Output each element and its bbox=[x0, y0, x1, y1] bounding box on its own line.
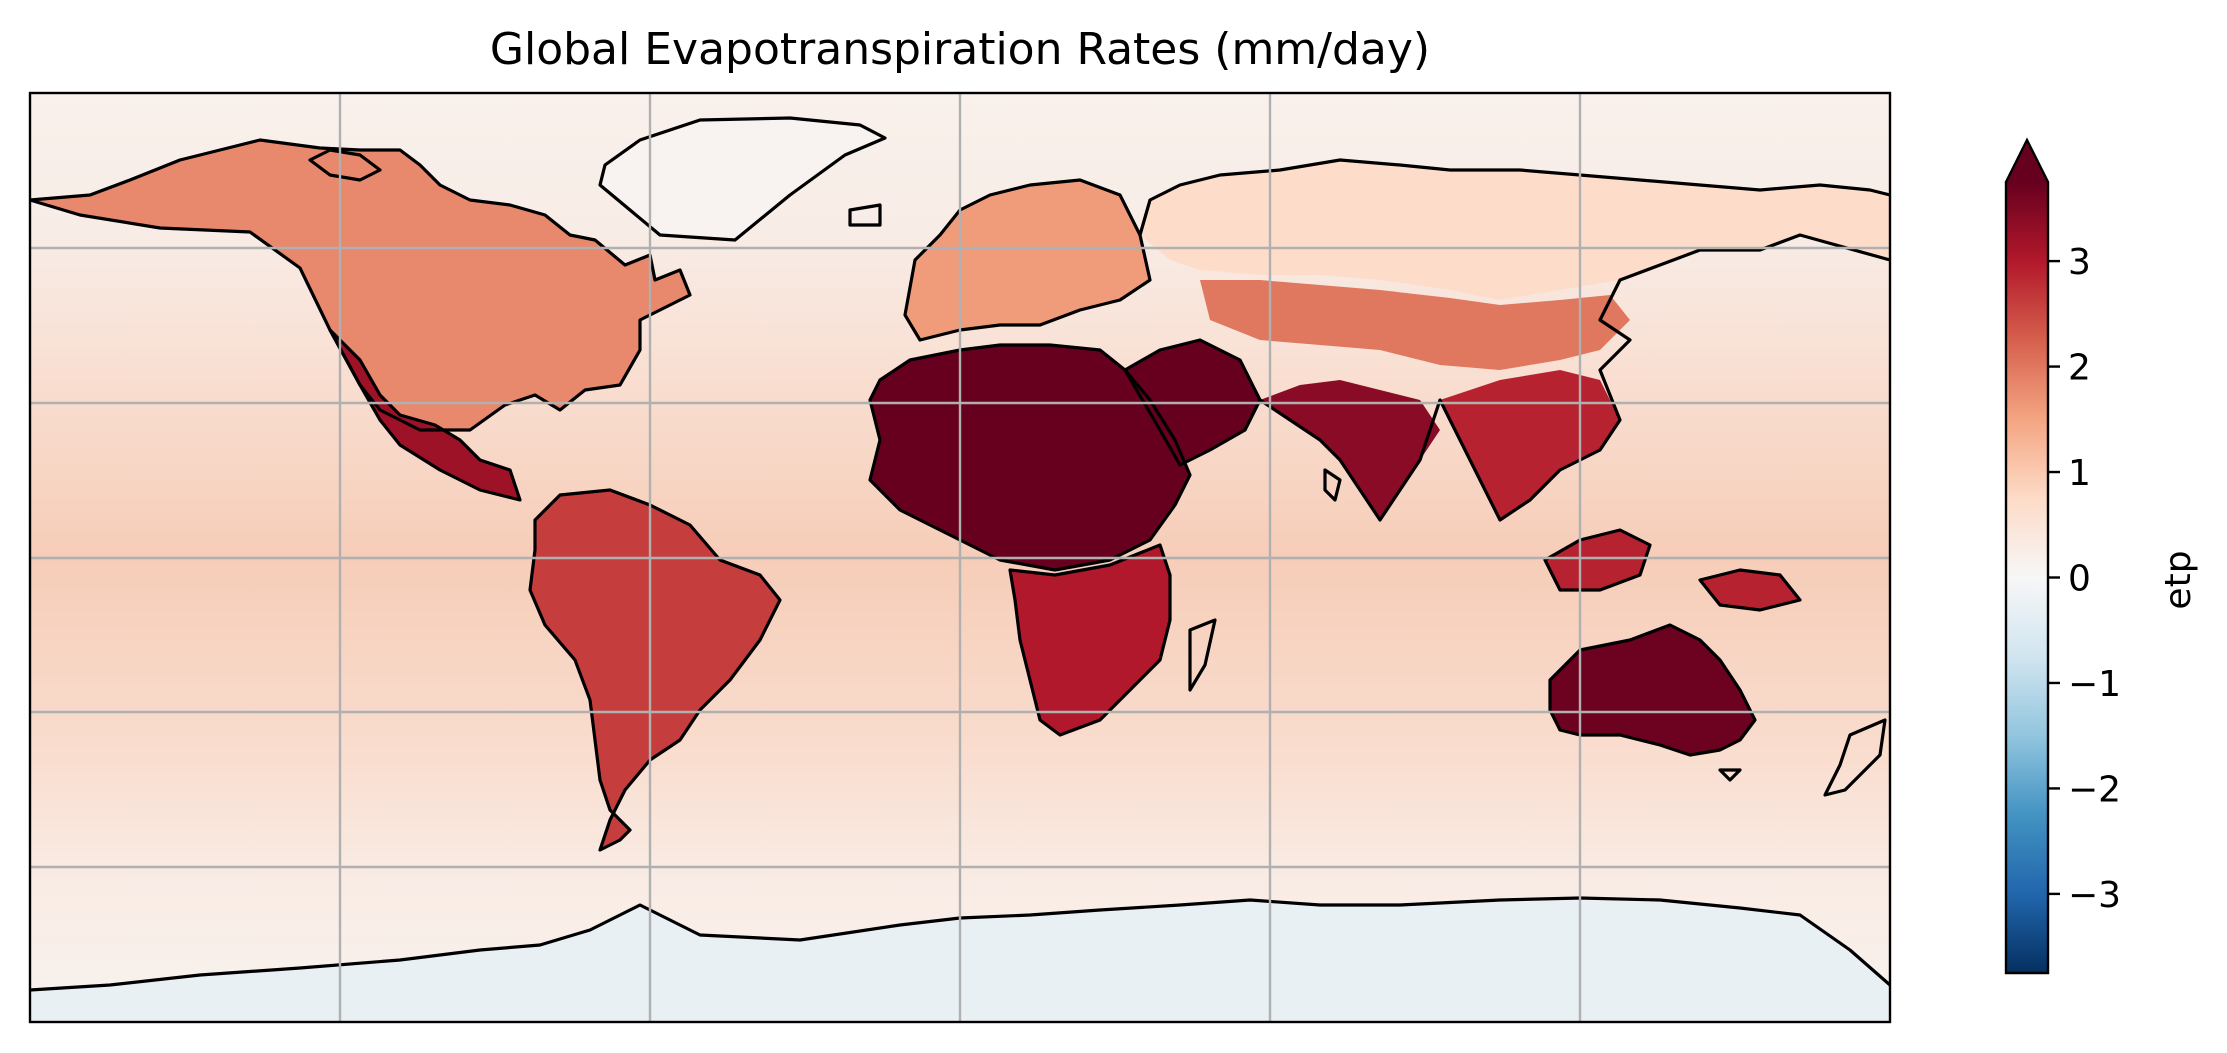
coastline bbox=[1188, 618, 1217, 692]
region-fill bbox=[1140, 160, 1890, 300]
coastline bbox=[1138, 158, 1890, 237]
map-frame bbox=[28, 91, 1892, 1024]
colorbar-extend-arrow bbox=[2006, 140, 2048, 182]
coastline bbox=[848, 203, 882, 227]
colorbar-tick-label: −2 bbox=[2068, 769, 2121, 810]
map-area bbox=[30, 93, 1890, 1022]
colorbar-tick-label: 0 bbox=[2068, 559, 2091, 600]
colorbar-tick-label: −1 bbox=[2068, 664, 2121, 705]
region-fill bbox=[1440, 370, 1620, 520]
region-fill bbox=[905, 180, 1150, 340]
region-fill bbox=[330, 330, 520, 500]
region-fill bbox=[1550, 625, 1755, 755]
coastline bbox=[30, 138, 692, 432]
coastline bbox=[868, 343, 1192, 572]
coastline bbox=[1718, 768, 1742, 782]
coastline bbox=[1323, 468, 1342, 502]
land-fills bbox=[30, 118, 1890, 1022]
region-fill bbox=[600, 118, 885, 240]
colorbar-outline bbox=[2004, 137, 2050, 975]
map-title: Global Evapotranspiration Rates (mm/day) bbox=[490, 24, 1430, 75]
coastline bbox=[328, 328, 522, 502]
coastline bbox=[528, 488, 782, 852]
region-fill bbox=[1010, 545, 1170, 735]
colorbar-ticks: 3 2 1 0 −1 −2 −3 bbox=[2048, 242, 2121, 916]
coastline bbox=[1823, 718, 1887, 797]
colorbar-tick-label: 2 bbox=[2068, 348, 2091, 389]
coastline bbox=[598, 116, 887, 242]
colorbar-tick-label: 1 bbox=[2068, 453, 2091, 494]
colorbar-gradient bbox=[2006, 182, 2048, 973]
coastline bbox=[903, 178, 1152, 342]
colorbar-tick-label: −3 bbox=[2068, 875, 2121, 916]
region-fill bbox=[530, 490, 780, 850]
coastline bbox=[1258, 233, 1890, 522]
colorbar: 3 2 1 0 −1 −2 −3 etp bbox=[2004, 137, 2199, 975]
colorbar-label: etp bbox=[2158, 550, 2199, 609]
coastline bbox=[1123, 338, 1262, 467]
region-fill bbox=[30, 140, 690, 430]
region-fill bbox=[1700, 570, 1800, 610]
coastline bbox=[1548, 623, 1757, 757]
coastline bbox=[1698, 568, 1802, 612]
coastline bbox=[308, 148, 382, 182]
region-fill bbox=[1200, 280, 1630, 370]
colorbar-tick-label: 3 bbox=[2068, 242, 2091, 283]
region-fill bbox=[870, 345, 1190, 570]
region-fill bbox=[1260, 380, 1440, 520]
gridlines bbox=[30, 93, 1890, 1022]
coastline bbox=[1543, 528, 1652, 592]
